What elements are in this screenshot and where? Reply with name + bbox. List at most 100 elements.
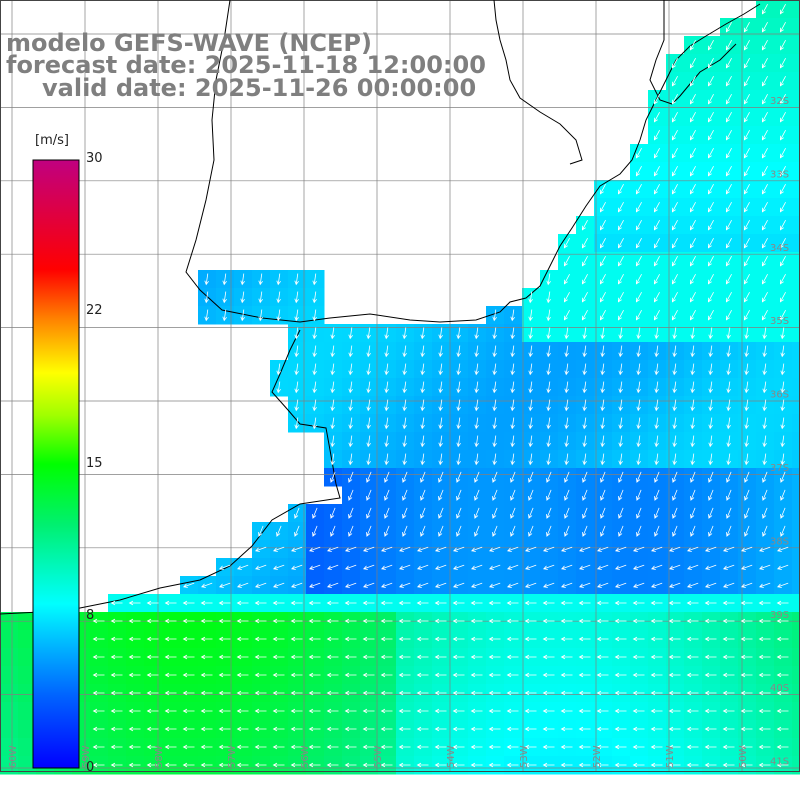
wind-arrow (110, 654, 123, 660)
wind-arrow (330, 507, 336, 519)
wind-arrow (381, 582, 393, 588)
wind-arrow (654, 310, 660, 321)
wind-arrow (488, 744, 501, 750)
lon-label: 59W (81, 745, 92, 768)
wind-arrow (452, 726, 465, 732)
wind-arrow (255, 546, 267, 552)
wind-arrow (308, 654, 321, 660)
wind-arrow (669, 546, 681, 552)
wind-arrow (380, 654, 393, 660)
wind-arrow (704, 726, 717, 732)
wind-arrow (146, 654, 159, 660)
wind-arrow (744, 417, 749, 430)
wind-arrow (618, 471, 624, 483)
wind-arrow (420, 381, 425, 394)
wind-arrow (582, 489, 588, 501)
wind-arrow (362, 618, 375, 624)
wind-arrow (254, 600, 267, 606)
wind-arrow (528, 435, 533, 448)
wind-arrow (704, 672, 717, 678)
wind-arrow (762, 4, 768, 15)
wind-arrow (92, 690, 105, 696)
wind-arrow (128, 618, 141, 624)
wind-arrow (726, 435, 731, 448)
wind-arrow (420, 489, 426, 501)
wind-arrow (708, 489, 714, 501)
wind-arrow (762, 435, 767, 448)
wind-arrow (420, 435, 425, 448)
wind-arrow (615, 564, 627, 570)
wind-arrow (420, 471, 426, 483)
wind-arrow (636, 184, 642, 195)
wind-arrows (92, 4, 789, 768)
wind-arrow (344, 672, 357, 678)
wind-arrow (344, 636, 357, 642)
wind-arrow (600, 310, 606, 321)
wind-arrow (380, 726, 393, 732)
wind-arrow (506, 654, 519, 660)
wind-arrow (776, 744, 789, 750)
wind-arrow (240, 273, 245, 286)
wind-arrow (704, 654, 717, 660)
field-cell (792, 378, 800, 397)
wind-arrow (780, 507, 786, 519)
wind-arrow (510, 399, 515, 412)
wind-arrow (218, 600, 231, 606)
wind-arrow (524, 726, 537, 732)
wind-arrow (579, 564, 591, 570)
wind-arrow (564, 327, 569, 340)
wind-arrow (744, 381, 749, 394)
wind-arrow (596, 762, 609, 768)
wind-arrow (200, 672, 213, 678)
wind-arrow (614, 672, 627, 678)
wind-arrow (633, 546, 645, 552)
wind-arrow (744, 453, 749, 466)
wind-arrow (762, 292, 768, 303)
wind-arrow (672, 220, 678, 231)
wind-arrow (236, 744, 249, 750)
wind-arrow (618, 453, 623, 466)
wind-arrow (651, 564, 663, 570)
wind-arrow (560, 744, 573, 750)
wind-arrow (488, 708, 501, 714)
wind-arrow (690, 112, 696, 123)
wind-arrow (506, 744, 519, 750)
field-cell (792, 486, 800, 505)
wind-arrow (578, 636, 591, 642)
wind-arrow (582, 417, 587, 430)
wind-arrow (380, 600, 393, 606)
wind-arrow (543, 546, 555, 552)
wind-arrow (438, 471, 444, 483)
wind-arrow (561, 546, 573, 552)
wind-arrow (524, 762, 537, 768)
wind-arrow (434, 726, 447, 732)
wind-arrow (362, 600, 375, 606)
wind-arrow (255, 582, 267, 588)
wind-arrow (366, 417, 371, 430)
wind-arrow (636, 292, 642, 303)
wind-arrow (632, 690, 645, 696)
wind-arrow (272, 618, 285, 624)
wind-arrow (744, 399, 749, 412)
wind-arrow (273, 546, 285, 552)
wind-arrow (492, 453, 497, 466)
wind-arrow (578, 726, 591, 732)
wind-arrow (776, 762, 789, 768)
wind-arrow (330, 363, 335, 376)
wind-arrow (672, 184, 678, 195)
wind-arrow (672, 94, 678, 105)
wind-arrow (398, 708, 411, 714)
field-cell (0, 738, 19, 757)
wind-arrow (686, 654, 699, 660)
wind-arrow (636, 238, 642, 249)
wind-arrow (528, 471, 534, 483)
wind-arrow (402, 435, 407, 448)
wind-arrow (110, 726, 123, 732)
wind-arrow (654, 381, 659, 394)
wind-arrow (362, 672, 375, 678)
wind-arrow (632, 726, 645, 732)
wind-arrow (654, 399, 659, 412)
wind-arrow (398, 726, 411, 732)
wind-arrow (110, 672, 123, 678)
wind-arrow (218, 690, 231, 696)
